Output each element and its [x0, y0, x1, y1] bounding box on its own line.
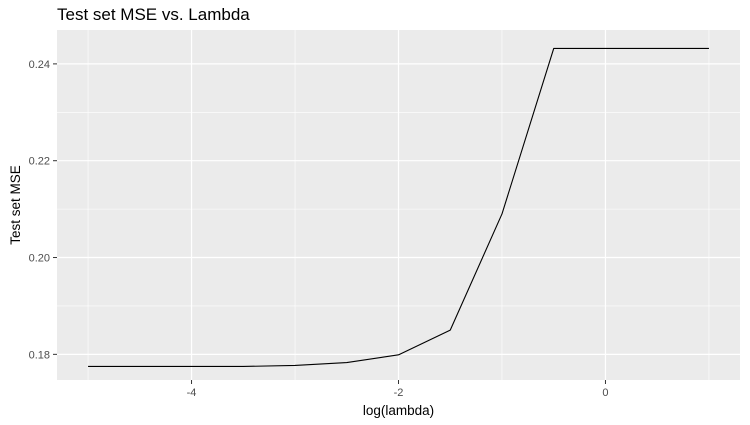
x-axis: -4 -2 0 [187, 380, 609, 399]
x-tick-label: -2 [394, 387, 404, 399]
y-tick-label: 0.24 [29, 59, 50, 71]
y-axis: 0.18 0.20 0.22 0.24 [29, 59, 57, 361]
y-axis-title: Test set MSE [8, 165, 23, 245]
y-tick-label: 0.22 [29, 156, 50, 168]
y-tick-label: 0.18 [29, 349, 50, 361]
x-axis-title: log(lambda) [363, 403, 434, 418]
major-gridlines [57, 30, 740, 380]
series-line [88, 47, 709, 368]
x-tick-label: -4 [187, 387, 197, 399]
chart-title: Test set MSE vs. Lambda [57, 5, 250, 24]
y-tick-label: 0.20 [29, 253, 50, 265]
series-layer [88, 47, 709, 368]
x-tick-label: 0 [602, 387, 608, 399]
